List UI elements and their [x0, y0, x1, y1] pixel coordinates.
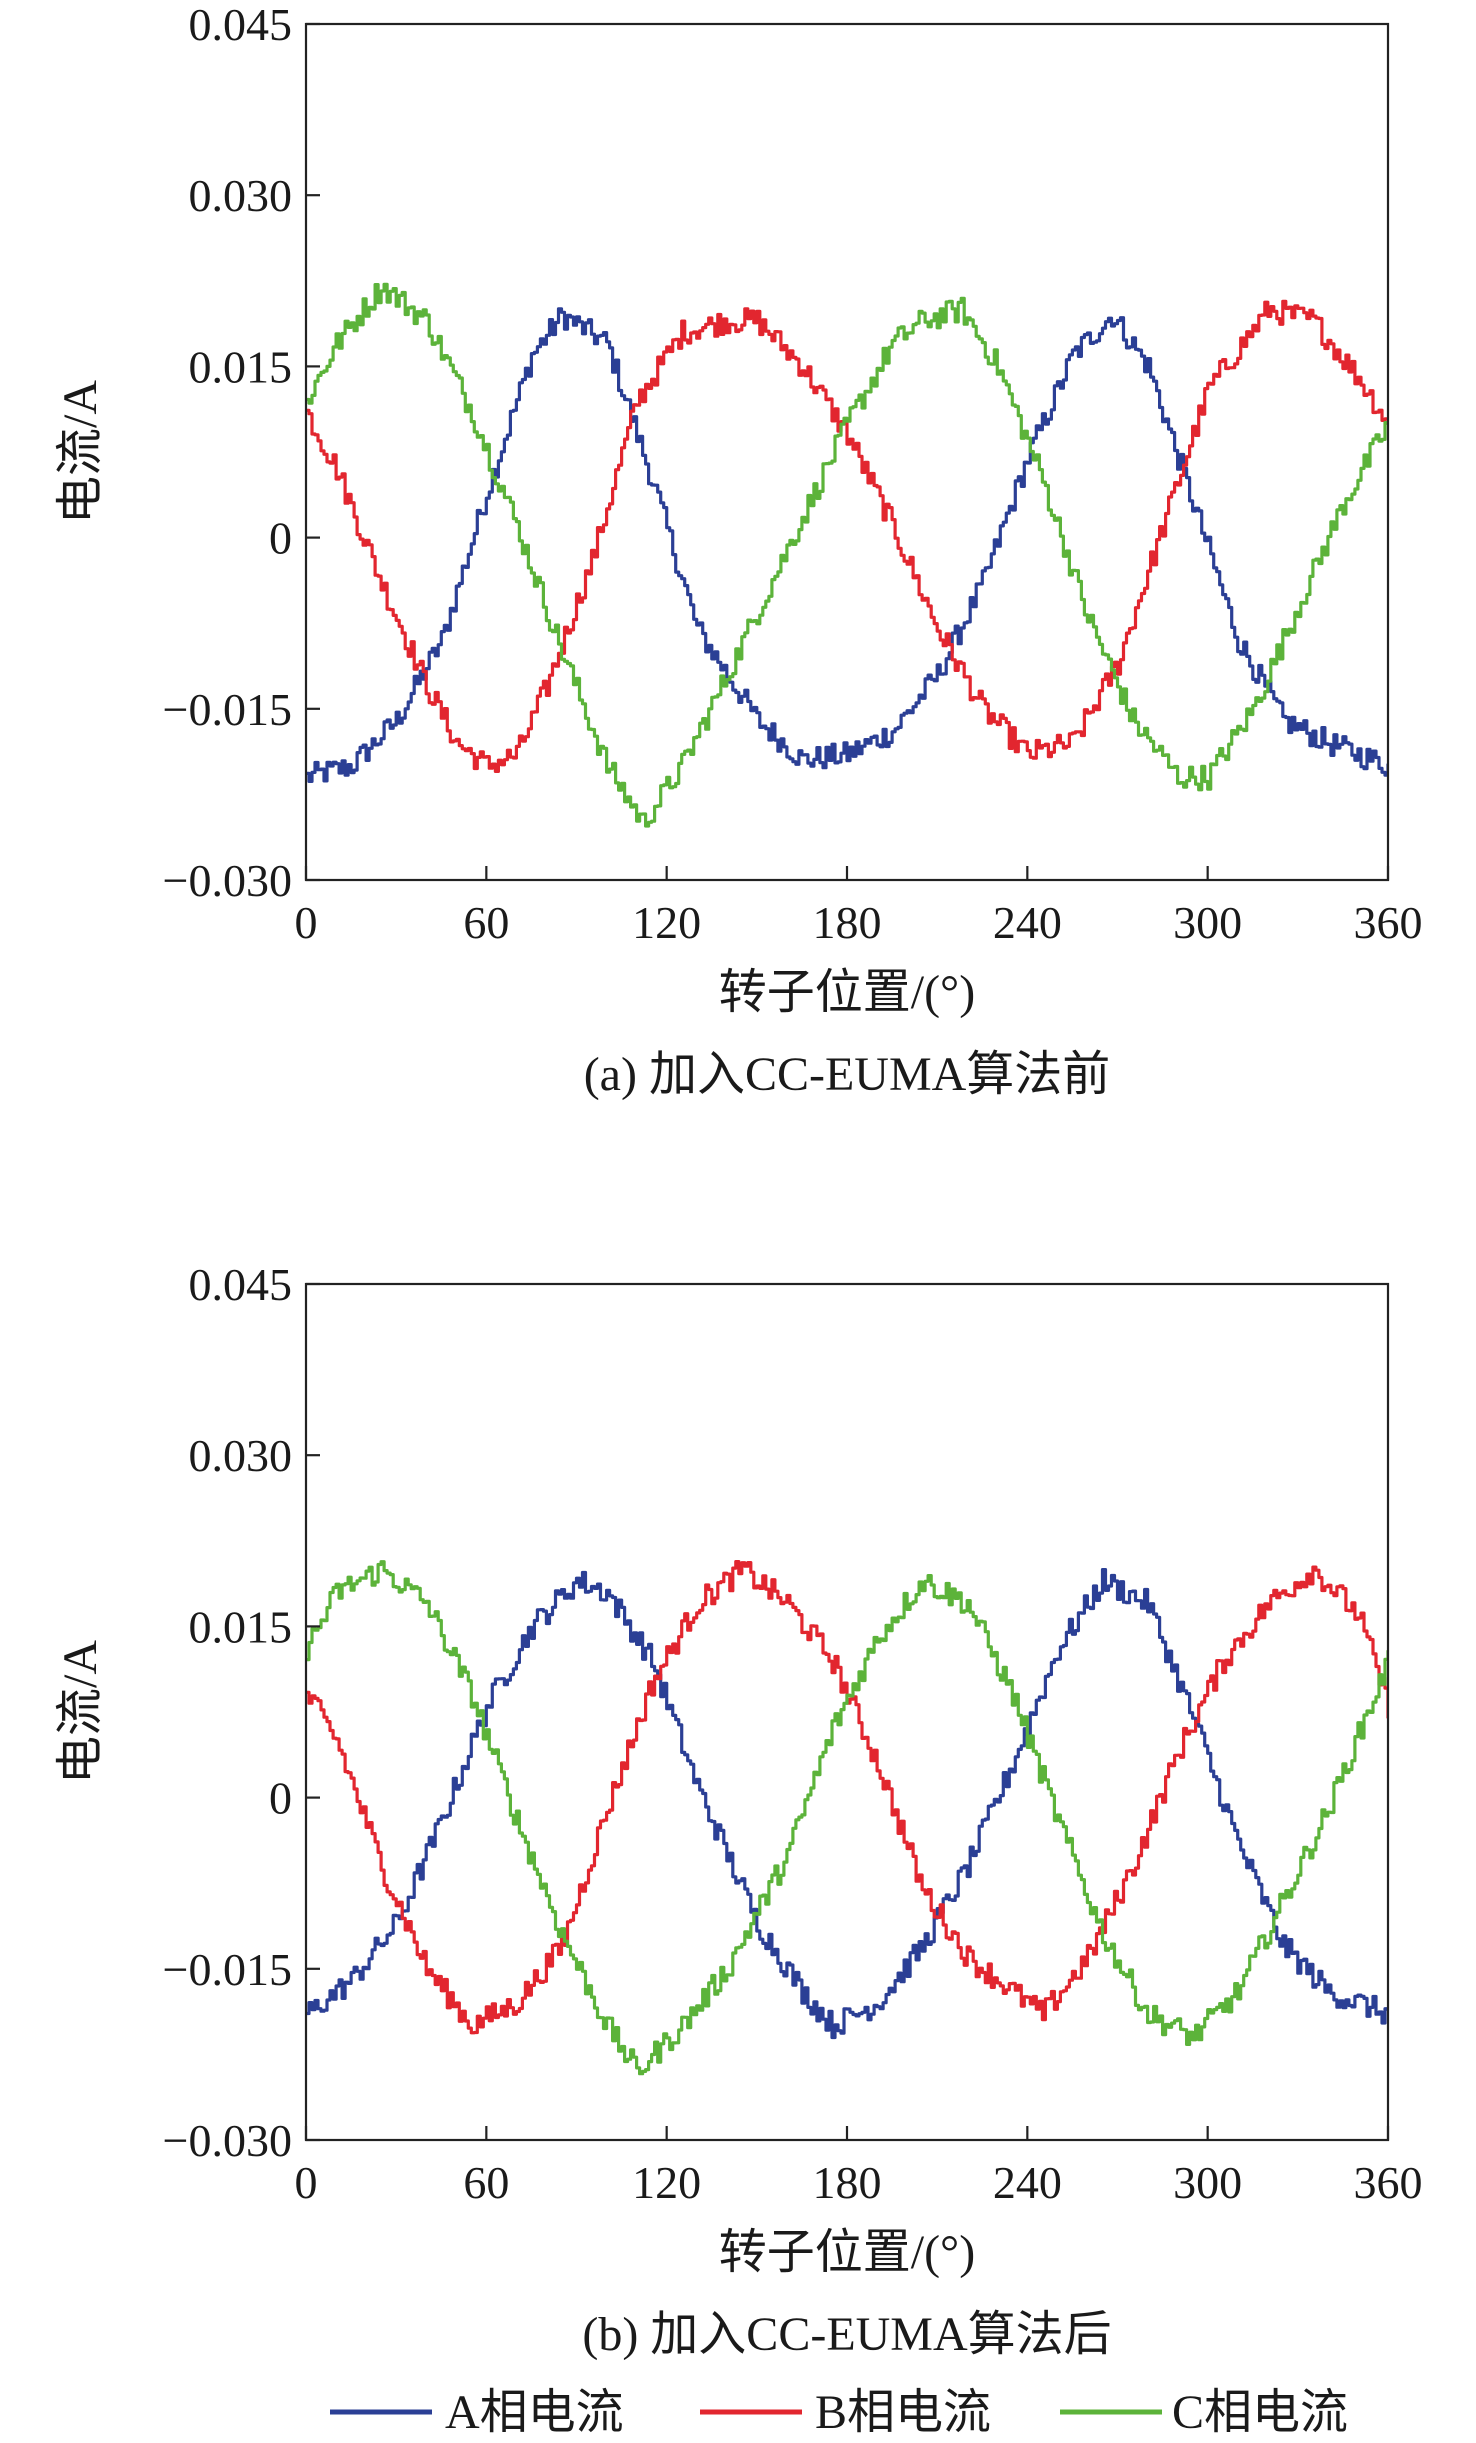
x-tick-label: 300: [1173, 897, 1242, 948]
series-line-c: [306, 282, 1388, 828]
legend-label-b: B相电流: [815, 2386, 991, 2439]
x-tick-label: 0: [295, 2157, 318, 2208]
x-axis-label: 转子位置/(°): [719, 2226, 976, 2279]
legend-label-c: C相电流: [1172, 2386, 1348, 2439]
x-tick-label: 120: [632, 897, 701, 948]
chart-panels: 0 60 120 180 240 300 360 −0.030 −0.015 0 0.015 0.03…: [54, 0, 1423, 2361]
y-tick-label: −0.015: [163, 1944, 292, 1995]
y-tick-label: 0.030: [189, 170, 293, 221]
x-tick-label: 360: [1354, 2157, 1423, 2208]
panel-caption: (b) 加入CC-EUMA算法后: [582, 2308, 1111, 2361]
y-tick-label: 0.030: [189, 1430, 293, 1481]
series-line-a: [306, 307, 1388, 783]
y-tick-label: 0.015: [189, 1601, 293, 1652]
x-axis-label: 转子位置/(°): [719, 966, 976, 1019]
x-tick-label: 240: [993, 2157, 1062, 2208]
y-tick-label: 0.045: [189, 1259, 293, 1310]
x-tick-label: 0: [295, 897, 318, 948]
y-axis-label: 电流/A: [54, 1640, 107, 1784]
y-tick-label: 0.015: [189, 341, 293, 392]
x-tick-label: 180: [813, 2157, 882, 2208]
x-tick-label: 60: [463, 897, 509, 948]
x-tick-label: 120: [632, 2157, 701, 2208]
x-tick-label: 360: [1354, 897, 1423, 948]
y-tick-label: 0.045: [189, 0, 293, 50]
chart-panel-b: 0 60 120 180 240 300 360 −0.030 −0.015 0 0.015 0.03…: [54, 1259, 1423, 2361]
chart-panel-a: 0 60 120 180 240 300 360 −0.030 −0.015 0 0.015 0.03…: [54, 0, 1423, 1101]
y-tick-label: −0.030: [163, 855, 292, 906]
x-tick-label: 60: [463, 2157, 509, 2208]
y-tick-label: 0: [269, 1773, 292, 1824]
series-line-b: [306, 299, 1388, 773]
y-tick-label: −0.030: [163, 2115, 292, 2166]
x-tick-label: 180: [813, 897, 882, 948]
x-tick-label: 240: [993, 897, 1062, 948]
panel-caption: (a) 加入CC-EUMA算法前: [584, 1048, 1111, 1101]
y-tick-label: 0: [269, 513, 292, 564]
series-line-c: [306, 1560, 1388, 2076]
series-line-a: [306, 1568, 1388, 2040]
x-tick-label: 300: [1173, 2157, 1242, 2208]
legend-label-a: A相电流: [445, 2386, 624, 2439]
y-tick-label: −0.015: [163, 684, 292, 735]
series-line-b: [306, 1560, 1388, 2035]
y-axis-label: 电流/A: [54, 380, 107, 524]
legend: A相电流 B相电流 C相电流: [330, 2386, 1348, 2439]
